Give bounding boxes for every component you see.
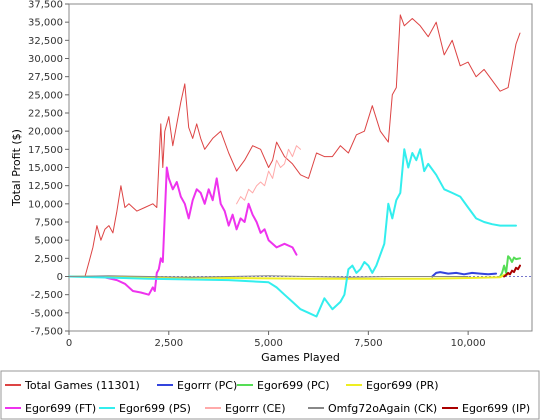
y-axis-title: Total Profit ($) [10,129,23,207]
y-tick-label: 0 [57,272,63,283]
series-line-3 [499,255,521,278]
y-tick-label: 7,500 [34,218,63,229]
y-tick-label: 2,500 [34,254,63,265]
legend-entry: Egor699 (PS) [119,402,191,415]
legend-entry: Total Games (11301) [24,379,140,392]
y-tick-label: 35,000 [28,18,63,29]
axes-layer: -7,500 -5,000 -2,500 0 2,500 5,000 7,500 10,000… [28,0,486,349]
y-tick-label: 25,000 [28,90,63,101]
y-tick-label: 15,000 [28,163,63,174]
x-tick-label: 0 [66,338,72,349]
legend-entry: Egor699 (FT) [25,402,96,415]
series-line-6 [68,148,517,318]
x-tick-label: 5,000 [254,338,283,349]
legend-entry: Egor699 (PR) [366,379,439,392]
y-tick-label: 10,000 [28,199,63,210]
y-tick-label: -7,500 [31,327,63,338]
y-tick-label: 27,500 [28,72,63,83]
y-tick-label: 37,500 [28,0,63,11]
legend-entry: Egorrr (PC) [177,379,237,392]
y-tick-label: 17,500 [28,145,63,156]
series-line-5 [99,166,298,296]
legend-entry: Egorrr (CE) [225,402,286,415]
plot-area [68,3,533,332]
x-tick-label: 10,000 [451,338,486,349]
y-tick-label: -2,500 [31,290,63,301]
legend-box [0,370,540,420]
series-line-9 [503,264,521,278]
legend-entry: Egor699 (IP) [462,402,530,415]
series-line-2 [431,271,498,278]
y-tick-label: -5,000 [31,308,63,319]
plot-border [68,3,533,332]
y-tick-label: 5,000 [34,236,63,247]
series-line-1 [68,14,521,277]
y-tick-label: 30,000 [28,54,63,65]
legend-entry: Egor699 (PC) [257,379,330,392]
series-layer [68,14,521,318]
series-line-8 [68,275,469,278]
legend: Total Games (11301) Egorrr (PC) Egor699 (P… [0,370,540,420]
x-axis-title: Games Played [261,351,340,364]
x-tick-label: 7,500 [354,338,383,349]
y-tick-label: 12,500 [28,181,63,192]
x-tick-label: 2,500 [154,338,183,349]
y-tick-label: 22,500 [28,109,63,120]
legend-entry: Omfg72oAgain (CK) [328,402,437,415]
y-tick-label: 32,500 [28,36,63,47]
y-tick-label: 20,000 [28,127,63,138]
series-line-7 [236,145,301,205]
